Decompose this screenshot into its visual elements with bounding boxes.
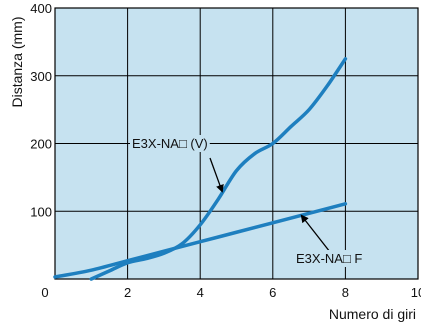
annotation-arrow: [300, 214, 331, 253]
annotations: E3X-NA□ (V) E3X-NA□ F: [130, 135, 365, 267]
series-lines: [53, 57, 348, 281]
annotation-arrow: [209, 157, 224, 193]
y-axis-label: Distanza (mm): [9, 16, 25, 107]
x-tick-label: 10: [411, 285, 421, 300]
y-tick-label: 400: [30, 1, 52, 16]
x-tick-label: 2: [124, 285, 131, 300]
y-tick-label: 100: [30, 204, 52, 219]
grid-lines: [55, 8, 418, 279]
series-line-1: [89, 57, 348, 281]
x-tick-label: 4: [197, 285, 204, 300]
annotation-label: E3X-NA□ (V): [132, 136, 208, 151]
annotation-label: E3X-NA□ F: [296, 251, 362, 266]
x-axis-label: Numero di giri: [329, 306, 416, 322]
x-tick-label: 8: [342, 285, 349, 300]
x-tick-label: 6: [269, 285, 276, 300]
tick-labels: 0 2 4 6 8 10 100 200 300 400: [30, 1, 421, 300]
series-line-2: [53, 202, 348, 279]
annotation-label-bg: [294, 250, 365, 267]
y-tick-label: 200: [30, 137, 52, 152]
x-tick-label: 0: [41, 285, 48, 300]
annotation-label-bg: [130, 135, 210, 152]
y-tick-label: 300: [30, 69, 52, 84]
